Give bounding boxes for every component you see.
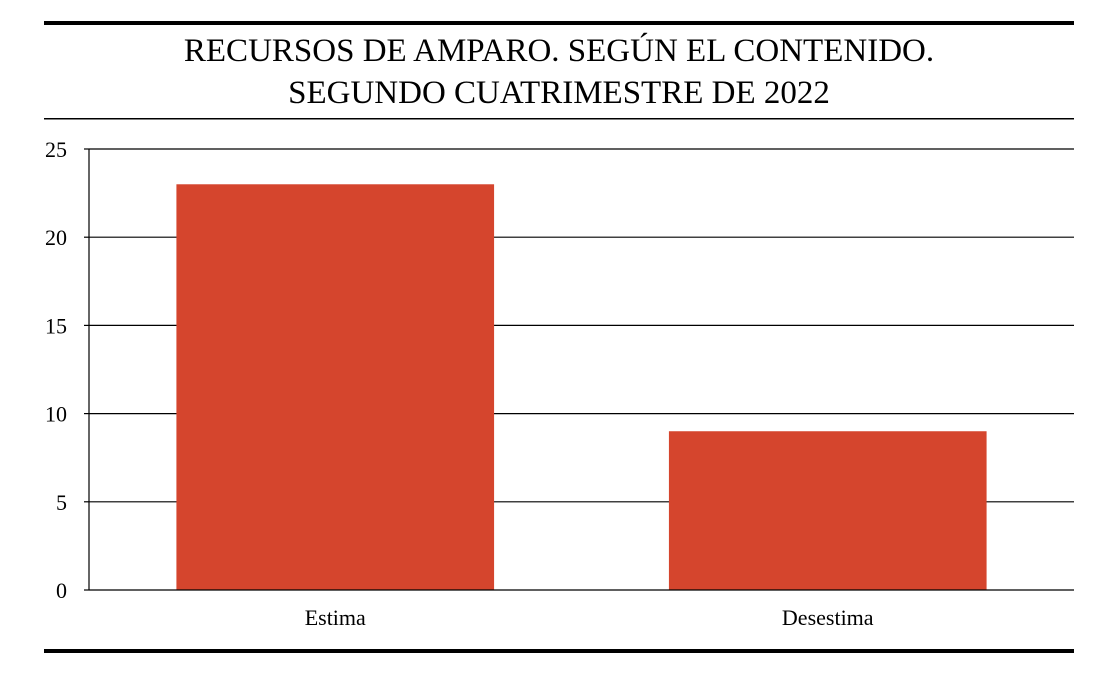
title-underline — [44, 118, 1074, 120]
chart-title-line-2: SEGUNDO CUATRIMESTRE DE 2022 — [288, 75, 830, 111]
bar-estima — [176, 184, 495, 590]
y-tick-label: 20 — [45, 225, 67, 250]
y-tick-label: 25 — [45, 137, 67, 162]
y-tick-label: 5 — [56, 490, 67, 515]
y-tick-label: 0 — [56, 578, 67, 603]
bars — [176, 184, 987, 590]
x-tick-label: Estima — [305, 605, 366, 630]
x-tick-label: Desestima — [782, 605, 874, 630]
axes — [88, 149, 1074, 591]
x-axis-labels: Estima Desestima — [305, 605, 874, 630]
top-rule — [44, 21, 1074, 25]
y-axis-ticks: 0 5 10 15 20 25 — [45, 137, 89, 603]
chart-title-line-1: RECURSOS DE AMPARO. SEGÚN EL CONTENIDO. — [184, 31, 934, 69]
y-tick-label: 15 — [45, 313, 67, 338]
bottom-rule — [44, 649, 1074, 653]
bar-desestima — [668, 431, 987, 590]
y-tick-label: 10 — [45, 402, 67, 427]
